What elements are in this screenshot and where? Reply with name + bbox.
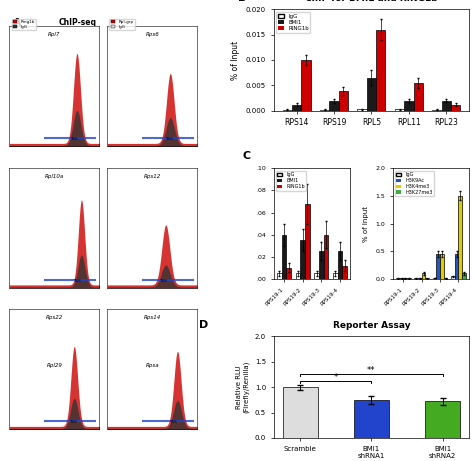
Title: ChIP for BMI1 and RING1b: ChIP for BMI1 and RING1b [305,0,438,3]
Bar [301,240,305,279]
Bar [277,273,282,279]
Bar [425,402,460,438]
Bar [333,273,337,279]
Bar [396,278,400,279]
Text: D: D [199,320,209,331]
Bar [376,30,385,111]
Y-axis label: Relative RLU
(Firefly/Renilla): Relative RLU (Firefly/Renilla) [236,361,249,414]
Title: Reporter Assay: Reporter Assay [333,321,410,330]
Text: ChIP-seq: ChIP-seq [58,18,96,27]
Bar [305,204,310,279]
Text: B: B [238,0,247,3]
Bar [283,110,292,111]
Bar [395,109,404,111]
Bar [282,235,286,279]
Y-axis label: % of Input: % of Input [364,206,369,242]
Bar [462,273,466,279]
Bar [354,400,389,438]
Bar [413,83,423,111]
Bar [437,254,440,279]
Bar [320,110,329,111]
Y-axis label: % of Input: % of Input [231,41,240,80]
Text: **: ** [367,366,376,375]
Bar [400,278,403,279]
Bar [367,78,376,111]
Text: A: A [13,18,22,28]
Bar [414,278,418,279]
Bar [338,91,348,111]
Bar [458,196,462,279]
Bar [440,254,444,279]
Bar [357,109,367,111]
Bar [444,278,447,279]
Bar [422,273,425,279]
Bar [403,278,407,279]
Bar [451,276,455,279]
Legend: IgG, BMI1, RING1b: IgG, BMI1, RING1b [276,171,306,190]
Bar [418,278,422,279]
Bar [442,100,451,111]
Bar [329,100,338,111]
Bar [432,110,442,111]
Legend: IgG, BMI1, RING1b: IgG, BMI1, RING1b [276,12,310,33]
Bar [425,278,429,279]
Bar [451,105,460,111]
Legend: IgG, H3K9Ac, H3K4me3, H3K27me3: IgG, H3K9Ac, H3K4me3, H3K27me3 [395,171,434,196]
Bar [314,273,319,279]
Bar [319,251,324,279]
Bar [433,278,437,279]
Bar [337,251,342,279]
Bar [342,266,347,279]
Bar [455,254,458,279]
Text: *: * [334,373,338,382]
Bar [407,278,410,279]
Text: C: C [243,151,251,161]
Bar [283,387,318,438]
Bar [324,235,328,279]
Bar [404,100,413,111]
Bar [301,60,310,111]
Bar [296,273,301,279]
Bar [292,105,301,111]
Bar [286,268,291,279]
